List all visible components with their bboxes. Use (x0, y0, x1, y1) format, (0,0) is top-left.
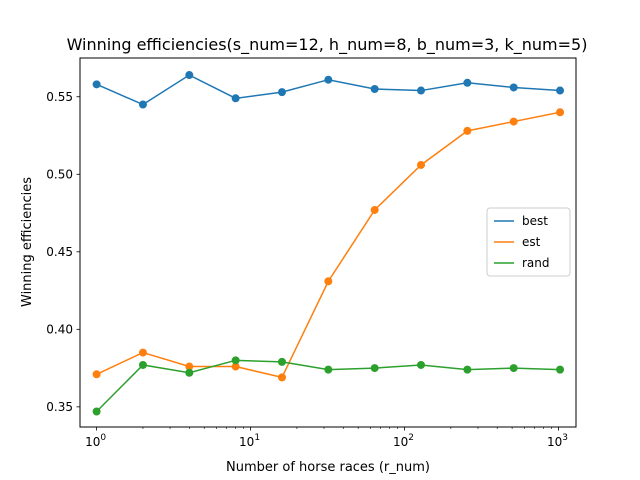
data-point-best (417, 86, 426, 95)
x-tick-exponent: 1 (254, 433, 260, 443)
data-point-est (556, 108, 565, 117)
chart-title: Winning efficiencies(s_num=12, h_num=8, … (67, 35, 588, 55)
data-point-best (231, 94, 240, 103)
data-point-est (509, 117, 518, 126)
data-point-rand (463, 365, 472, 374)
x-tick-label: 101 (239, 433, 260, 449)
x-tick-label: 100 (85, 433, 106, 449)
legend-label: est (522, 235, 541, 249)
data-point-best (324, 75, 333, 84)
data-point-rand (556, 365, 565, 374)
data-point-best (185, 71, 194, 80)
data-point-best (138, 100, 147, 109)
data-point-rand (277, 357, 286, 366)
plot-area (92, 71, 565, 416)
legend-label: rand (522, 256, 550, 270)
legend-label: best (522, 214, 548, 228)
data-point-est (231, 362, 240, 371)
y-tick-label: 0.55 (46, 90, 73, 104)
legend-item-rand: rand (494, 256, 550, 270)
data-point-est (185, 362, 194, 371)
y-axis: 0.35 0.40 0.45 0.50 0.55 (46, 90, 80, 414)
data-point-rand (370, 364, 379, 373)
legend-box (486, 207, 571, 277)
series-best (92, 71, 565, 109)
legend-item-est: est (494, 235, 541, 249)
plot-frame (79, 57, 577, 428)
data-point-best (463, 78, 472, 87)
data-point-rand (185, 368, 194, 377)
data-point-best (92, 80, 101, 89)
x-tick-exponent: 0 (100, 433, 106, 443)
data-point-best (556, 86, 565, 95)
data-point-rand (509, 364, 518, 373)
data-point-est (463, 126, 472, 135)
y-tick-label: 0.40 (46, 322, 73, 336)
data-point-rand (417, 360, 426, 369)
x-tick-base: 10 (85, 435, 100, 449)
x-tick-exponent: 2 (408, 433, 414, 443)
y-tick-label: 0.50 (46, 167, 73, 181)
data-point-est (370, 205, 379, 214)
data-point-best (277, 88, 286, 97)
x-tick-label: 103 (547, 433, 568, 449)
y-tick-label: 0.35 (46, 400, 73, 414)
legend-item-best: best (494, 214, 548, 228)
data-point-est (92, 370, 101, 379)
series-est (92, 108, 565, 382)
data-point-rand (138, 360, 147, 369)
legend: best est rand (486, 207, 571, 277)
data-point-best (370, 85, 379, 94)
y-tick-label: 0.45 (46, 245, 73, 259)
data-point-rand (324, 365, 333, 374)
data-point-est (277, 373, 286, 382)
data-point-rand (231, 356, 240, 365)
data-point-best (509, 83, 518, 92)
x-tick-base: 10 (239, 435, 254, 449)
series-rand (92, 356, 565, 416)
x-axis-label: Number of horse races (r_num) (226, 460, 430, 475)
data-point-est (138, 348, 147, 357)
x-axis: 100 101 102 103 (85, 427, 568, 449)
x-tick-base: 10 (393, 435, 408, 449)
data-point-est (417, 160, 426, 169)
data-point-est (324, 277, 333, 286)
x-tick-base: 10 (547, 435, 562, 449)
y-axis-label: Winning efficiencies (20, 177, 35, 307)
x-tick-label: 102 (393, 433, 414, 449)
x-tick-exponent: 3 (562, 433, 568, 443)
data-point-rand (92, 407, 101, 416)
